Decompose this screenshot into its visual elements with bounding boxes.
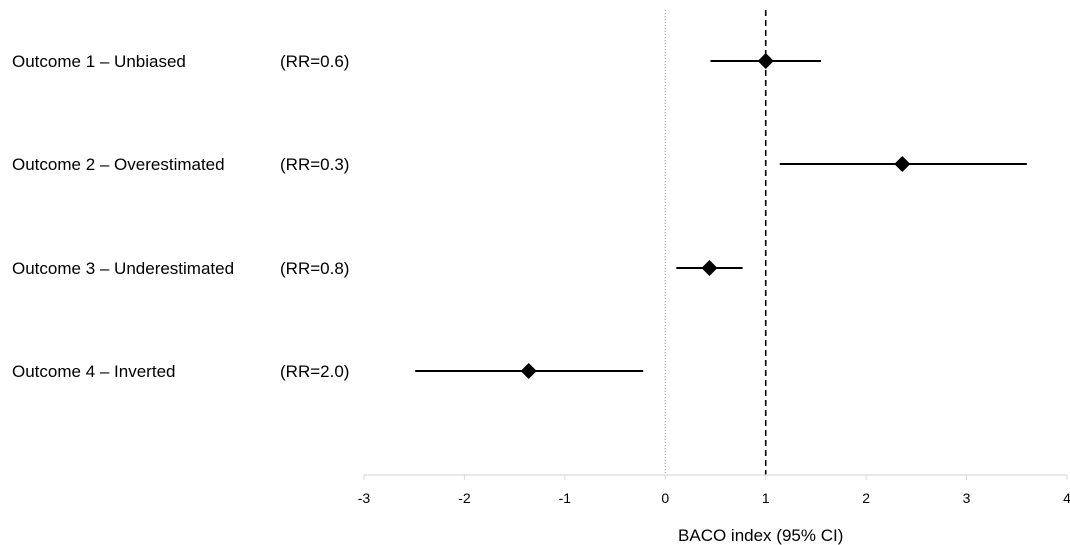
outcome-row: Outcome 3 – Underestimated (RR=0.8): [12, 259, 743, 278]
x-tick-label: -1: [559, 490, 572, 506]
point-estimate-diamond: [894, 156, 911, 172]
x-tick-label: -3: [358, 490, 371, 506]
outcome-row: Outcome 1 – Unbiased (RR=0.6): [12, 52, 821, 71]
outcome-label: Outcome 4 – Inverted: [12, 362, 175, 381]
outcome-rr: (RR=0.6): [280, 52, 349, 71]
outcome-row: Outcome 2 – Overestimated (RR=0.3): [12, 155, 1027, 174]
point-estimate-diamond: [757, 53, 774, 69]
x-tick-label: 0: [661, 490, 669, 506]
x-tick-label: 3: [963, 490, 971, 506]
x-tick-label: 4: [1063, 490, 1070, 506]
point-estimate-diamond: [701, 260, 718, 276]
x-tick-label: -2: [458, 490, 471, 506]
outcome-rr: (RR=0.8): [280, 259, 349, 278]
point-estimate-diamond: [520, 363, 537, 379]
outcome-rr: (RR=2.0): [280, 362, 349, 381]
reference-lines: [664, 10, 767, 475]
outcome-label: Outcome 1 – Unbiased: [12, 52, 186, 71]
outcome-row: Outcome 4 – Inverted (RR=2.0): [12, 362, 644, 381]
x-tick-label: 2: [862, 490, 870, 506]
outcome-label: Outcome 3 – Underestimated: [12, 259, 234, 278]
x-axis: -3 -2 -1 0 1 2 3 4 BACO index (95% CI): [358, 474, 1070, 545]
outcome-label: Outcome 2 – Overestimated: [12, 155, 225, 174]
x-tick-label: 1: [762, 490, 770, 506]
x-axis-title: BACO index (95% CI): [678, 526, 843, 545]
outcome-rr: (RR=0.3): [280, 155, 349, 174]
x-axis-ticks: -3 -2 -1 0 1 2 3 4: [358, 475, 1070, 506]
outcome-rows: Outcome 1 – Unbiased (RR=0.6) Outcome 2 – …: [12, 52, 1027, 381]
